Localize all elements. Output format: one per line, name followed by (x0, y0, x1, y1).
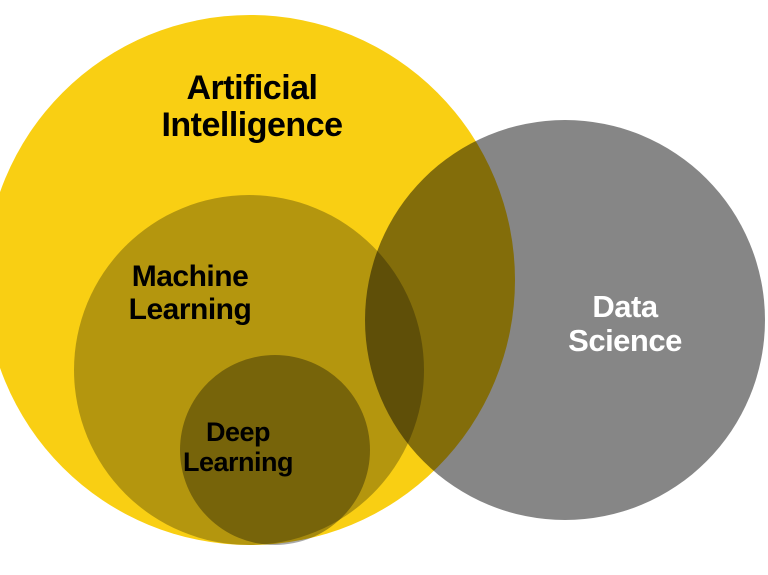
ml-label: Machine Learning (129, 260, 252, 326)
ai-label: Artificial Intelligence (161, 70, 342, 145)
ds-circle (365, 120, 765, 520)
dl-label: Deep Learning (183, 418, 293, 477)
ds-label: Data Science (568, 290, 682, 358)
venn-diagram: Artificial Intelligence Machine Learning… (0, 0, 768, 575)
